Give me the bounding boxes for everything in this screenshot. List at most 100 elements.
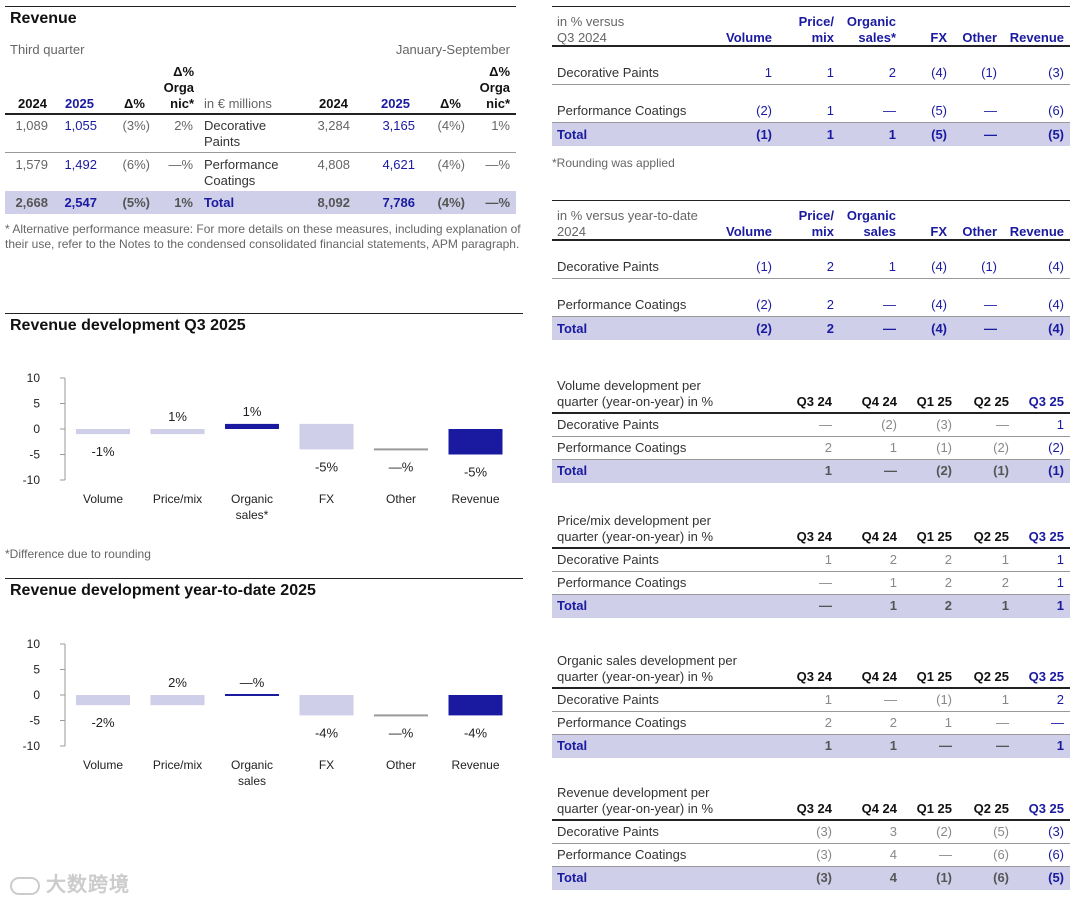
col-header: Q3 25: [1028, 669, 1064, 684]
cell: 1: [826, 127, 834, 142]
category-label: Price/mix: [153, 492, 202, 506]
col-y-delta: Δ%: [440, 96, 461, 111]
chart-q3: 10 5 0 -5 -10 -1% Volume 1% Price/mix 1% Organic sa…: [23, 371, 503, 522]
cell: (2): [936, 824, 952, 839]
col-header: Q3 25: [1028, 529, 1064, 544]
cell: (2): [756, 103, 772, 118]
quarterly-row: Decorative Paints 1 — (1) 1 2: [552, 689, 1070, 712]
row-label: Performance Coatings: [557, 440, 687, 455]
data-label: 1%: [168, 409, 187, 424]
cell: 1: [944, 715, 952, 730]
cell: (6): [993, 870, 1009, 885]
bar: [374, 448, 428, 451]
category-label: Other: [386, 492, 416, 506]
bridge-total-row: Total (2) 2 — (4) — (4): [552, 317, 1070, 340]
cell: 1: [826, 65, 834, 80]
row-label: Total: [557, 321, 588, 336]
row-label: Decorative Paints: [557, 259, 659, 274]
cell: (1): [936, 870, 952, 885]
y-tick-label: 10: [27, 637, 41, 651]
cell: (1): [936, 692, 952, 707]
cell: 1: [888, 259, 896, 274]
data-label: —%: [389, 725, 414, 740]
col-header: Q4 24: [861, 801, 897, 816]
cell: (5): [1048, 870, 1064, 885]
quarterly-row: Decorative Paints 1 2 2 1 1: [552, 549, 1070, 572]
cell: —: [819, 575, 832, 590]
cell: (3): [1048, 824, 1064, 839]
bridge-q3-table: in % versus Q3 2024 Volume Price/mix Orga…: [552, 6, 1070, 146]
cell: —: [984, 127, 997, 142]
category-label: sales*: [236, 508, 269, 522]
cell: 2: [826, 321, 834, 336]
cell: (3): [816, 847, 832, 862]
col-header: Q3 25: [1028, 801, 1064, 816]
data-label: -5%: [464, 465, 488, 480]
col-header: Q1 25: [916, 529, 952, 544]
unit-label: in € millions: [204, 96, 272, 111]
cell: 1: [889, 738, 897, 753]
cell: (2): [993, 440, 1009, 455]
cell: 1: [824, 552, 832, 567]
bar: [299, 423, 354, 450]
cell: 1: [824, 738, 832, 753]
bridge-q3-note: *Rounding was applied: [552, 156, 675, 170]
data-label: -5%: [315, 459, 339, 474]
chart-ytd-title: Revenue development year-to-date 2025: [10, 582, 316, 599]
col-y-2024: 2024: [319, 96, 348, 111]
row-label: Total: [557, 127, 588, 142]
category-label: Organic: [231, 758, 273, 772]
cell: —: [883, 321, 896, 336]
row-label: Decorative Paints: [557, 417, 659, 432]
cell: 1: [1056, 417, 1064, 432]
cell: 3: [889, 824, 897, 839]
cell: (2): [936, 463, 952, 478]
cell: (2): [1048, 440, 1064, 455]
category-label: Organic: [231, 492, 273, 506]
cell: (5): [931, 127, 947, 142]
col-header: Q3 24: [796, 394, 832, 409]
cell: (3): [936, 417, 952, 432]
cell: 1: [1001, 598, 1009, 613]
cell: 1: [824, 692, 832, 707]
quarterly-total-row: Total — 1 2 1 1: [552, 595, 1070, 618]
cell: (1): [756, 259, 772, 274]
category-label: FX: [319, 492, 334, 506]
bridge-row: Performance Coatings (2) 2 — (4) — (4): [552, 279, 1070, 317]
quarterly-total-row: Total 1 — (2) (1) (1): [552, 460, 1070, 483]
data-label: 1%: [243, 404, 262, 419]
cell: (4): [1048, 321, 1064, 336]
quarterly-total-row: Total 1 1 — — 1: [552, 735, 1070, 758]
bar: [150, 429, 205, 435]
cell: —: [939, 738, 952, 753]
revenue-total-row: 2,668 2,547 (5%) 1% Total 8,092 7,786 (4…: [5, 191, 516, 214]
cell: —: [996, 715, 1009, 730]
cell: —: [884, 692, 897, 707]
col-header: Q3 24: [796, 669, 832, 684]
category-label: Revenue: [451, 758, 499, 772]
cell: 2: [824, 440, 832, 455]
row-label: Performance Coatings: [557, 103, 687, 118]
cell: 1: [889, 598, 897, 613]
cell: —: [883, 103, 896, 118]
col-q-2025: 2025: [65, 96, 94, 111]
cell: 2: [944, 598, 952, 613]
bar: [448, 695, 503, 716]
cell: (5): [931, 103, 947, 118]
cell: 1: [1056, 575, 1064, 590]
cell: (3): [1048, 65, 1064, 80]
y-tick-label: 5: [33, 663, 40, 677]
cell: (1): [981, 65, 997, 80]
cell: (1): [1048, 463, 1064, 478]
y-tick-label: 0: [33, 688, 40, 702]
bar: [76, 695, 130, 706]
cell: 1: [826, 103, 834, 118]
cell: 1: [1001, 692, 1009, 707]
bridge-row: Decorative Paints 1 1 2 (4) (1) (3): [552, 47, 1070, 85]
cell: —: [984, 297, 997, 312]
cell: (1): [756, 127, 772, 142]
col-header: Q2 25: [973, 529, 1009, 544]
cell: 2: [824, 715, 832, 730]
col-header: Q3 25: [1028, 394, 1064, 409]
quarterly-table: Organic sales development per quarter (ye…: [552, 653, 1070, 758]
